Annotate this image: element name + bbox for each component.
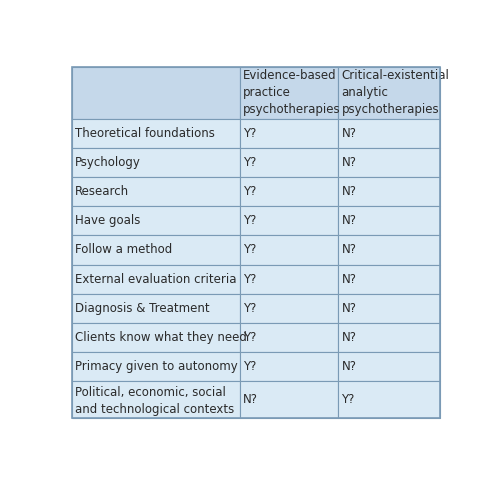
Bar: [338, 264, 440, 294]
Bar: [338, 294, 440, 323]
Bar: [72, 381, 239, 418]
Text: N?: N?: [342, 331, 356, 344]
Bar: [72, 119, 239, 148]
Text: N?: N?: [342, 302, 356, 315]
Text: N?: N?: [342, 127, 356, 140]
Bar: [338, 119, 440, 148]
Text: N?: N?: [342, 156, 356, 169]
Text: Have goals: Have goals: [76, 214, 140, 228]
Bar: [240, 235, 338, 264]
Bar: [338, 67, 440, 119]
Text: Theoretical foundations: Theoretical foundations: [76, 127, 215, 140]
Bar: [72, 323, 239, 352]
Bar: [240, 119, 338, 148]
Text: N?: N?: [243, 393, 258, 406]
Text: Primacy given to autonomy: Primacy given to autonomy: [76, 360, 238, 373]
Text: N?: N?: [342, 243, 356, 256]
Text: Y?: Y?: [243, 360, 256, 373]
Text: Y?: Y?: [342, 393, 355, 406]
Bar: [338, 206, 440, 235]
Text: Clients know what they need: Clients know what they need: [76, 331, 247, 344]
Text: Y?: Y?: [243, 127, 256, 140]
Bar: [72, 177, 239, 206]
Bar: [72, 264, 239, 294]
Text: Political, economic, social
and technological contexts: Political, economic, social and technolo…: [76, 385, 234, 416]
Text: Research: Research: [76, 185, 130, 198]
Bar: [338, 177, 440, 206]
Bar: [72, 294, 239, 323]
Bar: [72, 235, 239, 264]
Bar: [240, 381, 338, 418]
Text: Y?: Y?: [243, 331, 256, 344]
Text: Evidence-based
practice
psychotherapies: Evidence-based practice psychotherapies: [243, 69, 340, 116]
Text: Follow a method: Follow a method: [76, 243, 172, 256]
Text: External evaluation criteria: External evaluation criteria: [76, 273, 237, 286]
Bar: [338, 148, 440, 177]
Bar: [240, 148, 338, 177]
Text: N?: N?: [342, 273, 356, 286]
Text: N?: N?: [342, 360, 356, 373]
Bar: [72, 352, 239, 381]
Bar: [338, 323, 440, 352]
Bar: [338, 381, 440, 418]
Text: Y?: Y?: [243, 243, 256, 256]
Bar: [240, 206, 338, 235]
Text: N?: N?: [342, 185, 356, 198]
Bar: [240, 352, 338, 381]
Text: Psychology: Psychology: [76, 156, 141, 169]
Text: Diagnosis & Treatment: Diagnosis & Treatment: [76, 302, 210, 315]
Text: Y?: Y?: [243, 156, 256, 169]
Bar: [72, 67, 239, 119]
Text: Y?: Y?: [243, 273, 256, 286]
Bar: [240, 294, 338, 323]
Bar: [338, 352, 440, 381]
Bar: [240, 323, 338, 352]
Text: N?: N?: [342, 214, 356, 228]
Bar: [240, 264, 338, 294]
Bar: [240, 67, 338, 119]
Text: Y?: Y?: [243, 185, 256, 198]
Text: Critical-existential
analytic
psychotherapies: Critical-existential analytic psychother…: [342, 69, 450, 116]
Bar: [240, 177, 338, 206]
Text: Y?: Y?: [243, 302, 256, 315]
Bar: [72, 148, 239, 177]
Bar: [72, 206, 239, 235]
Bar: [338, 235, 440, 264]
Text: Y?: Y?: [243, 214, 256, 228]
